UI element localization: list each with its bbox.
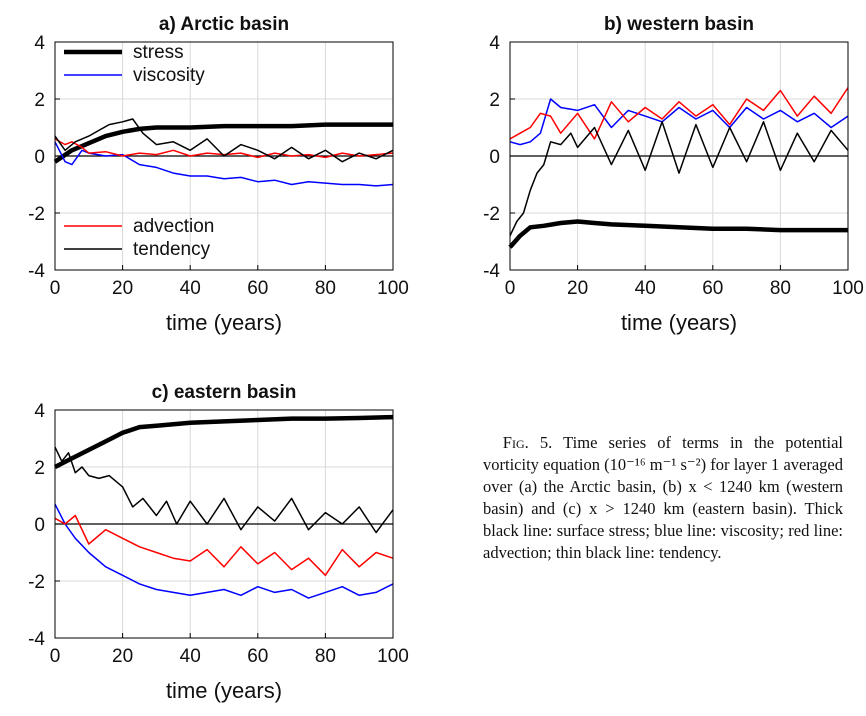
- y-tick-label: 0: [34, 515, 45, 536]
- series-line-advection: [54, 514, 394, 577]
- y-tick-label: -2: [28, 204, 45, 225]
- x-tick-label: 80: [315, 646, 336, 667]
- x-axis-label: time (years): [166, 310, 282, 335]
- x-tick-label: 80: [770, 278, 791, 299]
- caption-fig-label: Fig. 5.: [502, 433, 553, 452]
- x-tick-label: 40: [180, 646, 201, 667]
- x-tick-label: 20: [567, 278, 588, 299]
- legend-label-tendency: tendency: [133, 239, 211, 260]
- y-tick-label: 2: [34, 90, 45, 111]
- series-line-tendency: [509, 121, 849, 237]
- series-line-stress: [53, 122, 393, 164]
- legend-label-advection: advection: [133, 216, 214, 237]
- series-line-advection: [54, 138, 394, 159]
- chart-title: b) western basin: [604, 14, 754, 35]
- x-axis-label: time (years): [621, 310, 737, 335]
- x-tick-label: 40: [180, 278, 201, 299]
- x-tick-label: 100: [377, 278, 409, 299]
- series-line-stress: [53, 414, 394, 470]
- x-tick-label: 0: [50, 646, 61, 667]
- x-tick-label: 40: [635, 278, 656, 299]
- x-tick-label: 0: [505, 278, 516, 299]
- y-tick-label: 4: [34, 401, 45, 422]
- y-tick-label: 2: [489, 90, 500, 111]
- y-tick-label: -2: [483, 204, 500, 225]
- caption-text: Time series of terms in the potential vo…: [483, 433, 844, 562]
- x-tick-label: 80: [315, 278, 336, 299]
- x-tick-label: 60: [247, 646, 268, 667]
- x-axis-label: time (years): [166, 678, 282, 703]
- x-tick-label: 20: [112, 278, 133, 299]
- series-line-stress: [508, 219, 848, 249]
- x-tick-label: 100: [377, 646, 409, 667]
- series-line-viscosity: [509, 98, 849, 146]
- legend-label-viscosity: viscosity: [133, 65, 205, 86]
- series-line-advection: [509, 87, 849, 140]
- x-tick-label: 20: [112, 646, 133, 667]
- series-line-tendency: [54, 446, 394, 534]
- chart-title: a) Arctic basin: [159, 14, 289, 35]
- x-tick-label: 100: [832, 278, 864, 299]
- series-line-viscosity: [54, 503, 394, 599]
- x-tick-label: 60: [702, 278, 723, 299]
- series-line-tendency: [54, 118, 394, 163]
- series-line-viscosity: [54, 141, 394, 187]
- x-tick-label: 0: [50, 278, 61, 299]
- y-tick-label: -2: [28, 572, 45, 593]
- chart-title: c) eastern basin: [152, 382, 297, 403]
- y-tick-label: -4: [28, 261, 45, 282]
- y-tick-label: 4: [489, 33, 500, 54]
- legend-label-stress: stress: [133, 42, 184, 63]
- y-tick-label: -4: [28, 629, 45, 650]
- y-tick-label: 0: [34, 147, 45, 168]
- y-tick-label: 2: [34, 458, 45, 479]
- y-tick-label: -4: [483, 261, 500, 282]
- x-tick-label: 60: [247, 278, 268, 299]
- y-tick-label: 4: [34, 33, 45, 54]
- figure-caption: Fig. 5. Time series of terms in the pote…: [483, 432, 843, 564]
- y-tick-label: 0: [489, 147, 500, 168]
